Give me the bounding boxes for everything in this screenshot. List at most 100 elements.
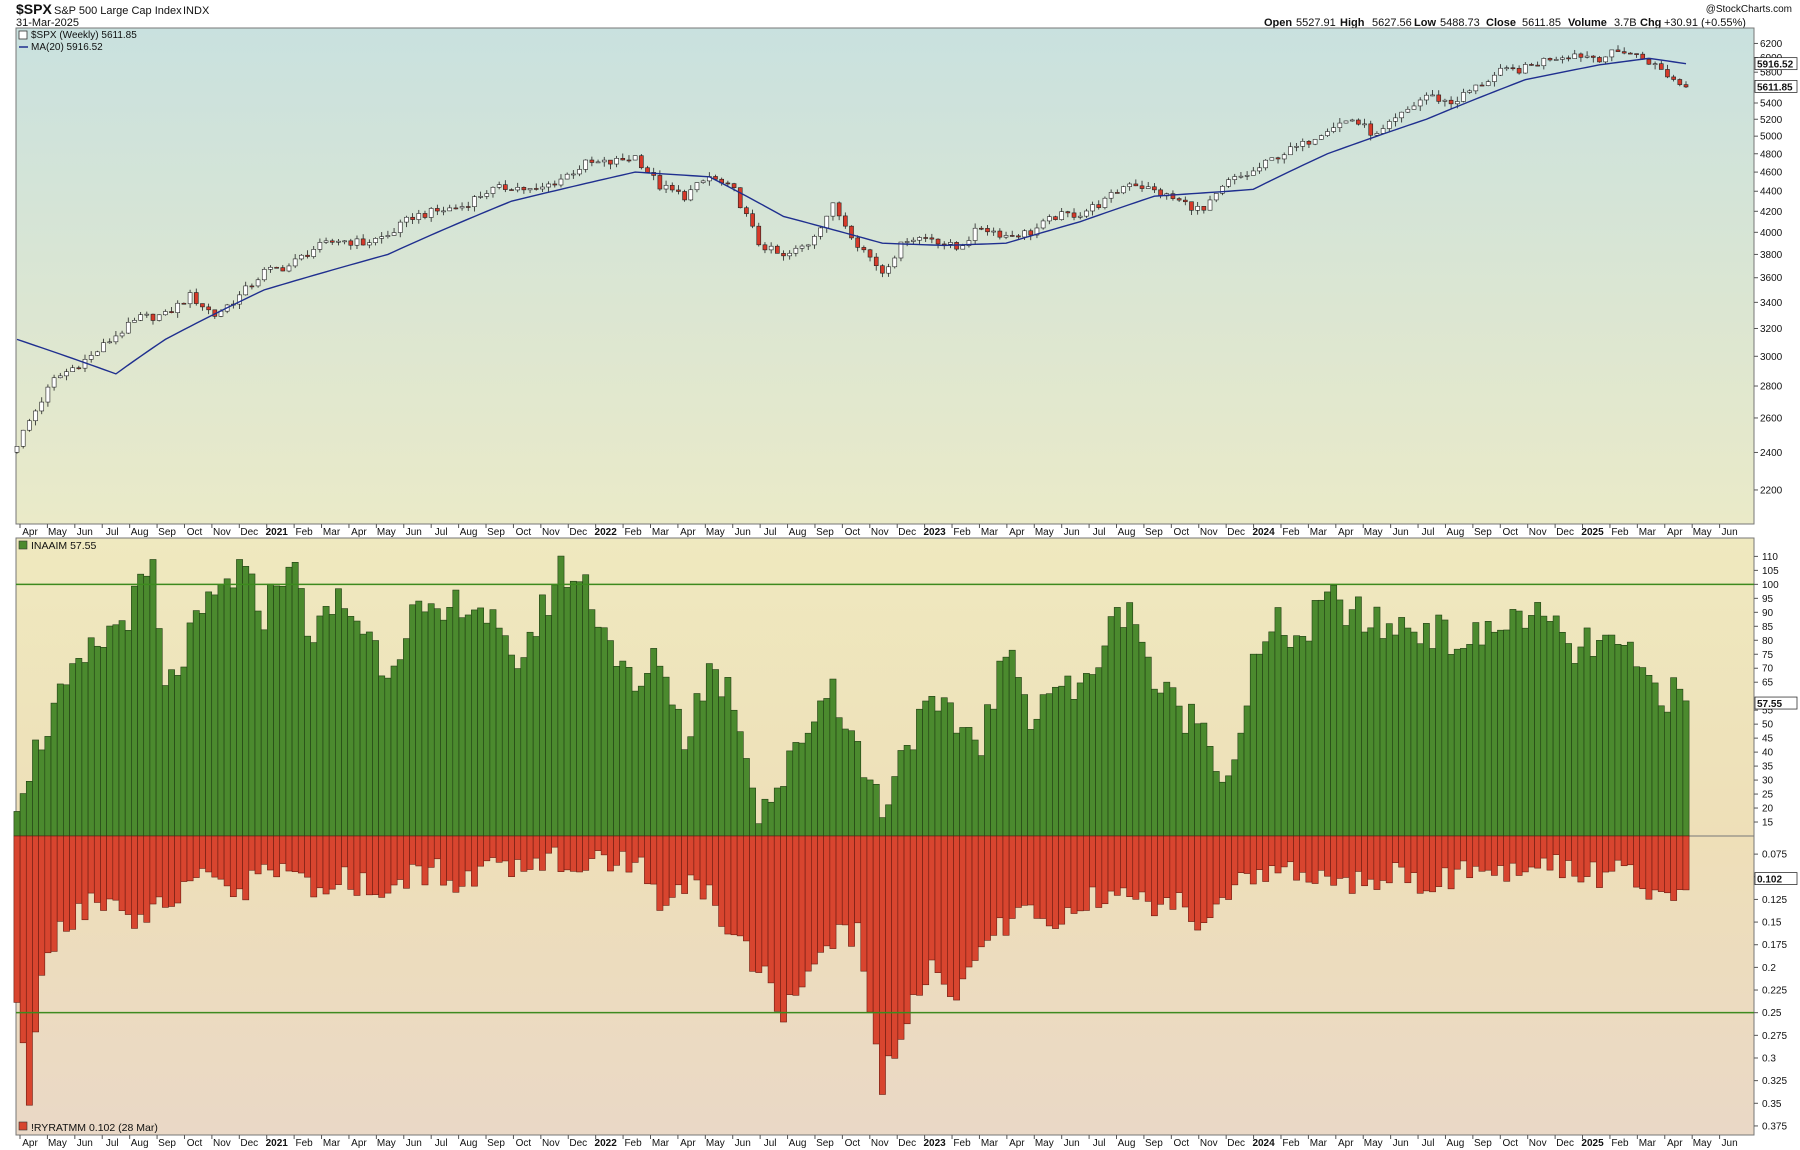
inaaim-bar [1497, 629, 1504, 837]
inaaim-bar [415, 600, 423, 837]
candle-down [1615, 49, 1621, 52]
inaaim-bar [155, 628, 163, 837]
inaaim-bar [44, 736, 52, 837]
inaaim-bar [712, 669, 719, 837]
inaaim-bar [161, 685, 169, 837]
candle-up [1084, 210, 1089, 217]
candle-down [1683, 84, 1689, 88]
price-panel [15, 27, 1755, 525]
candle-down [657, 175, 663, 190]
inaaim-bar [848, 730, 855, 837]
ryratmm-bar [353, 835, 361, 896]
ryratmm-bar [452, 835, 460, 893]
candle-up [700, 180, 706, 183]
top-x-tick-label: Feb [1611, 527, 1629, 538]
candle-up [113, 335, 119, 343]
inaaim-bar [1385, 623, 1393, 837]
inaaim-bar [100, 647, 107, 837]
inaaim-last-value-box [1754, 696, 1798, 710]
volume-value: 3.7B [1614, 17, 1637, 29]
inaaim-bar [1534, 602, 1542, 837]
ryratmm-bar [730, 835, 738, 936]
candle-up [1349, 119, 1355, 122]
price-last-value: 5611.85 [1757, 82, 1793, 93]
inaaim-bar [662, 676, 670, 837]
inaaim-bar [1583, 627, 1591, 837]
inaaim-bar [1237, 732, 1245, 837]
ryratmm-bar [644, 835, 651, 885]
inaaim-bar [1317, 599, 1325, 837]
inaaim-bar [440, 619, 447, 837]
inaaim-bar [1657, 705, 1665, 837]
candle-up [354, 238, 360, 246]
ryratmm-bar [211, 835, 219, 878]
ryratmm-bar [1033, 835, 1041, 919]
inaaim-bar [1441, 619, 1449, 837]
price-last-value-box [1754, 80, 1798, 93]
ryratmm-y-tick-label: 0.35 [1762, 1099, 1782, 1110]
inaaim-bar [773, 787, 781, 837]
inaaim-bar [625, 667, 633, 837]
ryratmm-bar [236, 835, 243, 890]
inaaim-last-value: 57.55 [1757, 699, 1782, 710]
inaaim-bar [1429, 648, 1436, 837]
inaaim-bar [124, 630, 132, 837]
candle-up [404, 216, 409, 223]
bottom-x-tick-label: Dec [569, 1138, 587, 1149]
candle-up [540, 186, 545, 190]
candle-up [1430, 94, 1435, 97]
bottom-x-tick-label: Feb [1282, 1138, 1300, 1149]
top-x-tick-label: Mar [652, 527, 670, 538]
inaaim-bar [477, 607, 485, 837]
inaaim-bar [1144, 656, 1152, 837]
bottom-x-tick-label: Aug [131, 1138, 149, 1149]
bottom-x-tick-label: Sep [1474, 1138, 1492, 1149]
inaaim-bar [767, 801, 775, 837]
inaaim-bar [149, 559, 157, 837]
candle-down [422, 213, 428, 218]
inaaim-bar [841, 728, 849, 837]
bottom-x-tick-label: Apr [680, 1138, 696, 1149]
ryratmm-bar [1157, 835, 1164, 905]
ryratmm-bar [1045, 835, 1053, 927]
inaaim-bar [866, 779, 874, 837]
top-x-tick-label: May [48, 527, 67, 538]
inaaim-bar [977, 755, 985, 837]
ryratmm-bar [582, 835, 590, 871]
inaaim-bar [1268, 631, 1276, 837]
inaaim-bar [1231, 759, 1239, 837]
candle-up [1331, 127, 1336, 132]
ryratmm-bar [1181, 835, 1189, 908]
bottom-x-tick-label: Jun [77, 1138, 93, 1149]
candle-up [614, 158, 619, 165]
bottom-x-tick-label: Apr [351, 1138, 367, 1149]
inaaim-bar [396, 659, 404, 837]
candle-up [373, 238, 378, 243]
candle-up [1121, 186, 1126, 194]
inaaim-bar [1089, 674, 1096, 837]
inaaim-bar [705, 663, 713, 837]
ryratmm-bar [1336, 835, 1344, 879]
ryratmm-bar [1342, 835, 1350, 878]
candle-up [595, 161, 601, 164]
candle-down [1356, 119, 1361, 125]
ryratmm-bar [1169, 835, 1177, 910]
candle-down [1139, 185, 1145, 189]
ryratmm-bar [532, 835, 540, 859]
ryratmm-bar [699, 835, 707, 900]
ryratmm-bar [687, 835, 695, 876]
bottom-x-tick-label: 2025 [1581, 1138, 1604, 1149]
top-x-tick-label: Nov [871, 527, 889, 538]
ryratmm-bar [1305, 835, 1313, 883]
ryratmm-bar [254, 835, 262, 875]
ryratmm-bar [1626, 835, 1634, 866]
inaaim-bar [1484, 621, 1492, 837]
inaaim-bar [1460, 648, 1467, 837]
ryratmm-bar [1385, 835, 1393, 884]
candle-up [237, 294, 242, 305]
inaaim-bar [501, 635, 509, 837]
inaaim-bar [1528, 615, 1535, 837]
open-label: Open [1264, 17, 1292, 29]
top-x-tick-label: Dec [898, 527, 916, 538]
inaaim-bar [1509, 609, 1517, 837]
